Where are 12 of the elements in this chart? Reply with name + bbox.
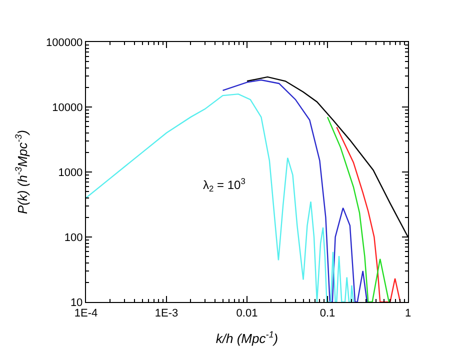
y-tick-label: 10000 bbox=[52, 102, 83, 114]
x-tick-label: 1E-4 bbox=[74, 307, 98, 320]
annotation: λ$_{2}$ = 10$^{3}$ bbox=[203, 176, 246, 194]
x-tick-label: 1E-3 bbox=[154, 307, 178, 320]
y-tick-label: 10 bbox=[70, 296, 83, 309]
x-tick-label: 0.1 bbox=[320, 307, 336, 320]
x-axis-title: k/h (Mpc$^{-1}$) bbox=[216, 329, 278, 346]
x-tick-label: 1 bbox=[404, 307, 412, 320]
y-tick-label: 100 bbox=[64, 232, 83, 244]
y-tick-label: 100000 bbox=[46, 36, 83, 49]
y-tick-label: 1000 bbox=[58, 166, 83, 179]
x-tick-label: 0.01 bbox=[236, 307, 258, 320]
